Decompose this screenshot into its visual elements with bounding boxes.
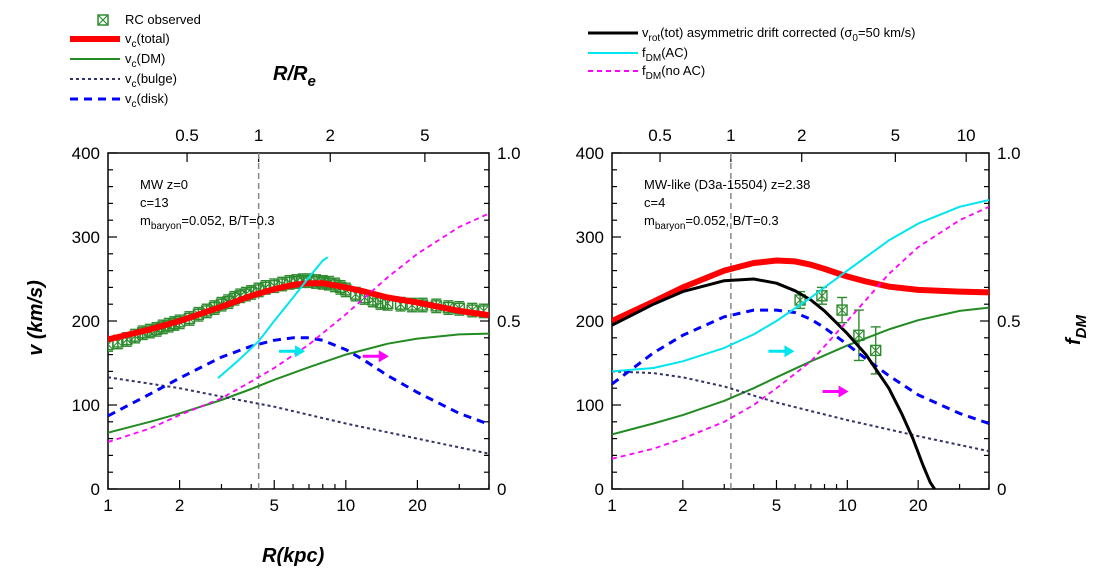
right-arrow-fdm-noac [822, 385, 849, 398]
legend-label-fdm-ac: fDM(AC) [642, 45, 688, 64]
left-y2-tick-label: 0.5 [497, 312, 521, 331]
legend-right: vrot(tot) asymmetric drift corrected (σ0… [588, 25, 915, 82]
legend-left: RC observed vc(total) vc(DM) vc(bulge) v… [70, 12, 201, 110]
right-arrow-fdm-ac [768, 345, 795, 358]
legend-marker-rc-observed [97, 14, 109, 26]
legend-item-fdm-ac: fDM(AC) [588, 45, 688, 64]
left-y-tick-label: 200 [72, 312, 100, 331]
right-obs-point [816, 286, 828, 305]
left-y-tick-label: 0 [91, 480, 100, 499]
right-axis-title: fDM [1063, 314, 1090, 345]
right-plot-frame [611, 152, 990, 490]
right-series-bulge [612, 370, 989, 453]
left-series-disk [108, 336, 489, 426]
left-y-tick-label: 300 [72, 228, 100, 247]
right-top-tick-label: 5 [891, 126, 900, 145]
right-y-tick-label: 200 [576, 312, 604, 331]
left-series-fdm-ac [217, 256, 329, 379]
right-top-tick-label: 2 [797, 126, 806, 145]
right-y-tick-label: 400 [576, 144, 604, 163]
legend-label-vc-disk: vc(disk) [125, 91, 168, 110]
legend-label-vc-bulge: vc(bulge) [125, 71, 177, 90]
right-annotation-line3: mbaryon=0.052, B/T=0.3 [644, 213, 779, 232]
right-y2-tick-label: 0.5 [997, 312, 1021, 331]
left-series-total [108, 280, 489, 343]
left-axis-title: v (km/s) [25, 280, 47, 356]
right-series-total [612, 257, 989, 324]
right-series-rot [612, 277, 936, 489]
left-annotation-line3: mbaryon=0.052, B/T=0.3 [140, 213, 275, 232]
right-obs-point [853, 309, 865, 362]
right-y2-tick-label: 0 [997, 480, 1006, 499]
legend-item-vc-disk: vc(disk) [70, 91, 168, 110]
legend-label-vrot: vrot(tot) asymmetric drift corrected (σ0… [642, 25, 915, 44]
legend-item-vrot: vrot(tot) asymmetric drift corrected (σ0… [588, 25, 915, 44]
right-x-tick-label: 1 [607, 496, 616, 515]
top-axis-title: R/Re [273, 63, 316, 90]
left-x-tick-label: 2 [175, 496, 184, 515]
left-arrow-fdm-ac [279, 345, 306, 358]
right-x-tick-label: 10 [838, 496, 857, 515]
legend-item-fdm-noac: fDM(no AC) [588, 63, 705, 82]
left-y2-tick-label: 1.0 [497, 144, 521, 163]
right-obs-point [836, 296, 848, 324]
right-y2-tick-label: 1.0 [997, 144, 1021, 163]
right-series-dm [612, 306, 989, 436]
left-top-tick-label: 5 [420, 126, 429, 145]
legend-item-vc-dm: vc(DM) [70, 51, 165, 70]
panel-left: 1 2 5 10 20 0.5 1 2 5 0 100 200 300 400 0 0.5 1.0 MW z=0 c… [72, 126, 521, 515]
legend-item-rc-observed: RC observed [97, 12, 201, 27]
legend-item-vc-bulge: vc(bulge) [70, 71, 177, 90]
right-top-tick-label: 0.5 [648, 126, 672, 145]
legend-label-rc-observed: RC observed [125, 12, 201, 27]
left-series-bulge [108, 376, 489, 455]
right-y-tick-label: 300 [576, 228, 604, 247]
legend-label-vc-total: vc(total) [125, 31, 170, 50]
left-y-tick-label: 100 [72, 396, 100, 415]
right-series-fdm-noac [612, 205, 989, 460]
left-annotation-line2: c=13 [140, 195, 169, 210]
right-top-tick-label: 10 [957, 126, 976, 145]
left-y2-tick-label: 0 [497, 480, 506, 499]
right-y-tick-label: 0 [595, 480, 604, 499]
left-x-tick-label: 5 [269, 496, 278, 515]
left-top-tick-label: 0.5 [175, 126, 199, 145]
left-y-tick-label: 400 [72, 144, 100, 163]
panel-right: 1 2 5 10 200.5 1 2 5 10010020030040000.51.0MW-li… [576, 126, 1021, 515]
legend-label-vc-dm: vc(DM) [125, 51, 165, 70]
right-annotation-line1: MW-like (D3a-15504) z=2.38 [644, 177, 810, 192]
left-series-dm [108, 332, 489, 434]
right-x-tick-label: 2 [678, 496, 687, 515]
left-annotation-line1: MW z=0 [140, 177, 188, 192]
right-x-tick-label: 5 [772, 496, 781, 515]
left-arrow-fdm-noac [362, 350, 389, 363]
right-top-tick-label: 1 [726, 126, 735, 145]
right-series-disk [612, 308, 989, 425]
legend-item-vc-total: vc(total) [70, 31, 170, 50]
right-x-tick-label: 20 [909, 496, 928, 515]
left-top-tick-label: 2 [326, 126, 335, 145]
left-x-tick-label: 1 [103, 496, 112, 515]
left-top-tick-label: 1 [254, 126, 263, 145]
left-x-tick-label: 20 [408, 496, 427, 515]
right-series-fdm-ac [612, 199, 989, 373]
left-x-tick-label: 10 [336, 496, 355, 515]
right-annotation-line2: c=4 [644, 195, 665, 210]
right-y-tick-label: 100 [576, 396, 604, 415]
legend-label-fdm-noac: fDM(no AC) [642, 63, 705, 82]
bottom-axis-title: R(kpc) [262, 545, 325, 567]
